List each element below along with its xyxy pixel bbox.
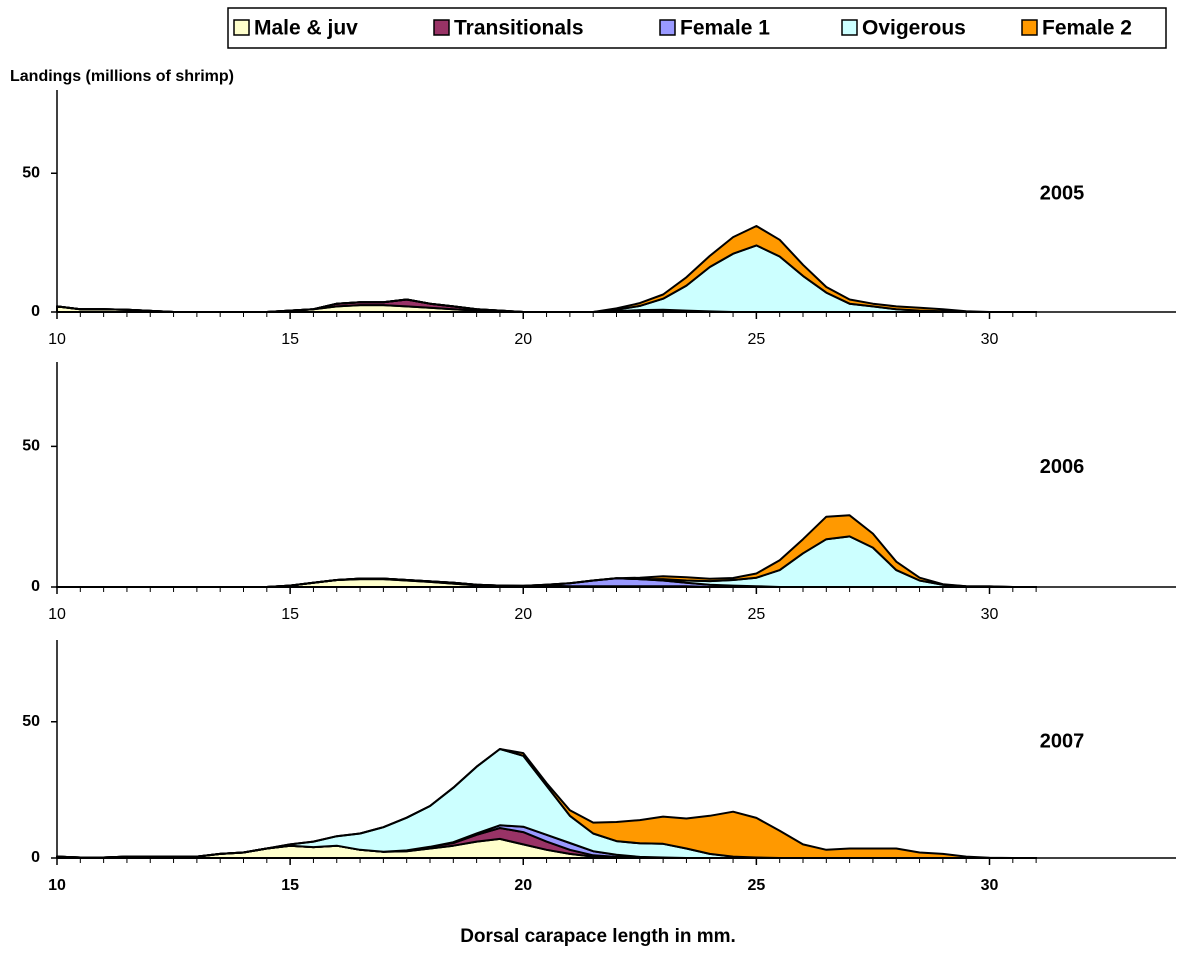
y-tick-label: 0 [31,303,40,320]
panel-title: 2006 [1040,456,1085,478]
x-tick-label: 25 [747,606,765,623]
legend-swatch [841,19,858,36]
legend-label: Female 2 [1042,17,1132,40]
x-tick-label: 30 [981,877,999,894]
y-axis-title: Landings (millions of shrimp) [10,68,234,85]
x-tick-label: 25 [747,331,765,348]
area [56,244,1038,313]
legend-swatch [433,19,450,36]
y-tick-label: 50 [22,438,40,455]
x-tick-label: 15 [281,606,299,623]
y-tick-label: 0 [31,578,40,595]
y-tick-label: 50 [22,713,40,730]
y-tick-label: 0 [31,849,40,866]
legend-label: Male & juv [254,17,358,40]
legend-swatch [233,19,250,36]
x-tick-label: 10 [48,606,66,623]
x-tick-label: 20 [514,877,532,894]
panel-title: 2005 [1040,183,1085,205]
x-tick-label: 15 [281,331,299,348]
x-tick-label: 25 [747,877,765,894]
x-tick-label: 10 [48,331,66,348]
panel-title: 2007 [1040,731,1085,753]
legend-swatch [1021,19,1038,36]
x-axis-title: Dorsal carapace length in mm. [460,926,736,947]
legend-swatch [659,19,676,36]
area [56,225,1038,313]
x-tick-label: 30 [981,331,999,348]
x-tick-label: 20 [514,331,532,348]
x-tick-label: 10 [48,877,66,894]
legend-label: Female 1 [680,17,770,40]
x-tick-label: 30 [981,606,999,623]
legend-label: Transitionals [454,17,584,40]
x-tick-label: 15 [281,877,299,894]
x-tick-label: 20 [514,606,532,623]
y-tick-label: 50 [22,164,40,181]
legend-label: Ovigerous [862,17,966,40]
legend-box [227,7,1167,49]
